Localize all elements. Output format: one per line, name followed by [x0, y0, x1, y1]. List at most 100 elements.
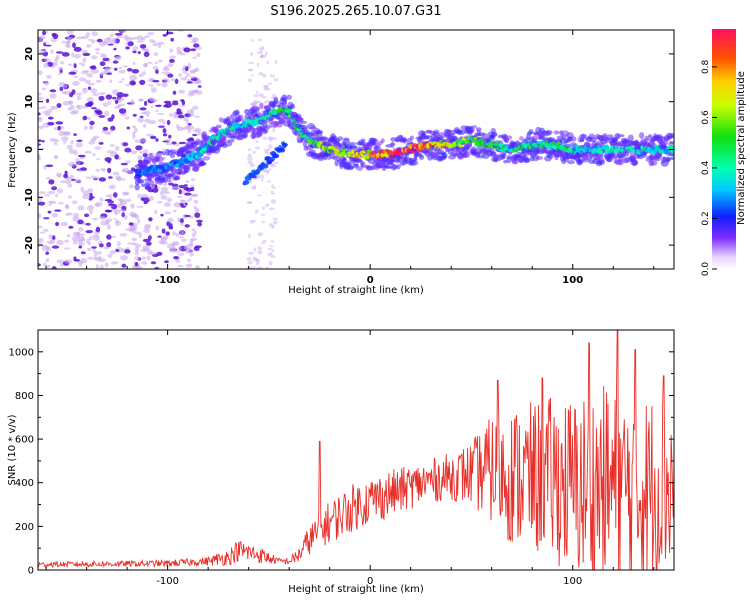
noise-point	[258, 71, 263, 76]
noise-point	[75, 92, 83, 96]
noise-point	[128, 222, 134, 226]
noise-point	[90, 68, 99, 74]
noise-point	[105, 194, 114, 198]
noise-point	[267, 248, 273, 251]
noise-point	[172, 90, 177, 95]
noise-point	[61, 136, 69, 142]
noise-point	[181, 238, 187, 242]
noise-point	[127, 68, 133, 72]
noise-point	[87, 256, 94, 260]
noise-point	[45, 251, 49, 255]
colorbar-tick-label: 0.6	[701, 110, 711, 125]
ridge-halo-point	[669, 156, 674, 161]
noise-point	[247, 261, 254, 265]
noise-point	[134, 231, 142, 235]
noise-point	[77, 205, 85, 211]
noise-point	[145, 241, 152, 246]
noise-point	[136, 35, 144, 41]
noise-point	[63, 173, 69, 179]
noise-point	[164, 65, 169, 70]
noise-point	[250, 164, 254, 168]
noise-point	[146, 114, 150, 117]
noise-point	[160, 213, 164, 217]
noise-point	[248, 251, 255, 255]
noise-point	[87, 188, 94, 193]
branch-point	[272, 153, 280, 159]
ridge-halo-point	[141, 183, 146, 187]
noise-point	[178, 73, 182, 77]
noise-point	[272, 93, 276, 97]
noise-point	[91, 217, 98, 221]
noise-point	[190, 48, 197, 52]
noise-point	[150, 105, 154, 108]
noise-point	[197, 222, 203, 227]
noise-point	[130, 99, 135, 105]
noise-point	[104, 199, 112, 202]
ridge-halo-point	[227, 139, 235, 143]
noise-point	[78, 242, 85, 246]
noise-point	[137, 219, 141, 224]
ridge-halo-point	[462, 151, 471, 158]
noise-point	[137, 51, 141, 55]
noise-point	[180, 199, 186, 204]
noise-point	[141, 256, 147, 261]
colorbar-ticks: 0.0 0.2 0.4 0.6 0.8	[701, 59, 717, 276]
noise-point	[152, 65, 159, 70]
noise-point	[71, 200, 78, 204]
noise-point	[179, 231, 185, 236]
noise-point	[185, 119, 189, 124]
noise-point	[39, 231, 46, 234]
ridge-halo-point	[598, 157, 605, 163]
ridge-halo-point	[524, 157, 531, 163]
noise-point	[88, 38, 93, 41]
noise-point	[134, 256, 140, 261]
noise-point	[90, 88, 98, 94]
noise-point	[188, 137, 194, 141]
noise-point	[65, 41, 70, 47]
ridge-halo-point	[570, 136, 577, 142]
ridge-halo-point	[401, 138, 408, 142]
noise-point	[192, 81, 200, 84]
noise-point	[175, 143, 180, 147]
noise-point	[106, 234, 112, 240]
noise-point	[96, 157, 100, 161]
noise-point	[270, 164, 276, 168]
noise-point	[100, 53, 104, 58]
ridge-halo-point	[545, 130, 553, 135]
noise-point	[143, 123, 147, 128]
noise-point	[38, 125, 45, 130]
noise-point	[59, 61, 65, 65]
ridge-halo-point	[149, 180, 155, 186]
noise-point	[50, 38, 57, 43]
noise-point	[68, 225, 74, 229]
noise-point	[94, 203, 101, 207]
noise-point	[133, 127, 138, 133]
noise-point	[178, 236, 185, 239]
noise-point	[270, 255, 276, 259]
figure-title: S196.2025.265.10.07.G31	[270, 4, 441, 19]
ridge-halo-point	[281, 99, 287, 107]
noise-point	[178, 246, 182, 251]
noise-point	[134, 246, 140, 253]
noise-point	[248, 233, 251, 238]
noise-point	[191, 193, 199, 198]
x-tick-label: -100	[156, 576, 179, 587]
noise-point	[266, 87, 271, 91]
ridge-halo-point	[627, 134, 634, 142]
noise-point	[114, 105, 121, 110]
noise-point	[157, 41, 165, 45]
spectrogram-xlabel: Height of straight line (km)	[288, 285, 424, 296]
noise-point	[246, 257, 252, 261]
noise-point	[266, 148, 271, 151]
noise-point	[254, 209, 259, 214]
noise-point	[106, 72, 112, 75]
noise-point	[155, 225, 159, 231]
noise-point	[261, 96, 268, 99]
noise-point	[91, 31, 99, 37]
noise-point	[95, 226, 101, 233]
noise-point	[187, 62, 191, 69]
noise-point	[51, 106, 59, 110]
noise-point	[155, 138, 159, 142]
branch-point	[252, 175, 257, 179]
noise-point	[89, 120, 95, 126]
